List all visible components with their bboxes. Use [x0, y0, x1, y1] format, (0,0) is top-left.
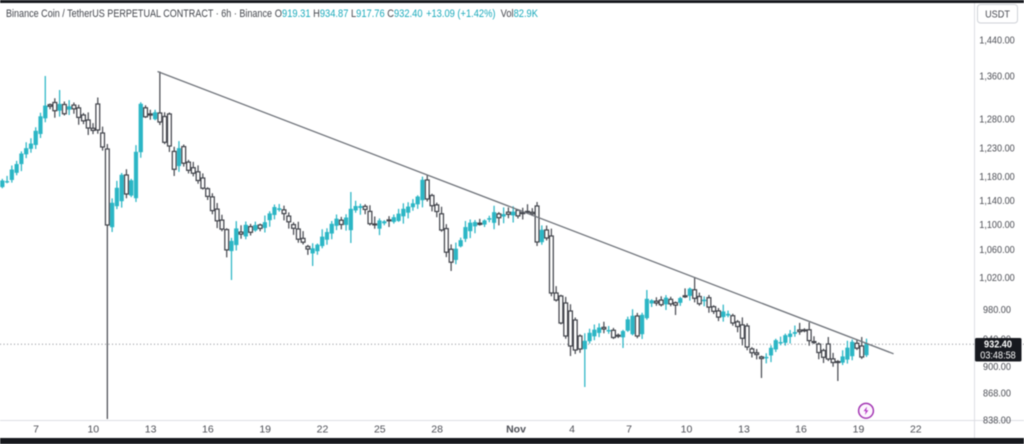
svg-text:Nov: Nov	[506, 424, 526, 436]
svg-text:934.87: 934.87	[320, 8, 349, 20]
svg-text:22: 22	[317, 424, 329, 436]
svg-text:10: 10	[87, 424, 99, 436]
svg-text:28: 28	[431, 424, 443, 436]
svg-text:4: 4	[569, 424, 575, 436]
svg-text:932.40: 932.40	[984, 339, 1012, 351]
svg-text:USDT: USDT	[985, 9, 1010, 21]
svg-text:16: 16	[202, 424, 214, 436]
svg-text:1,440.00: 1,440.00	[979, 35, 1015, 47]
svg-text:1,100.00: 1,100.00	[979, 219, 1015, 231]
svg-text:13: 13	[738, 424, 750, 436]
svg-text:1,280.00: 1,280.00	[979, 114, 1015, 126]
svg-text:19: 19	[259, 424, 271, 436]
svg-text:O: O	[275, 8, 283, 20]
svg-text:L: L	[351, 8, 356, 20]
svg-text:H: H	[313, 8, 320, 20]
svg-text:C: C	[387, 8, 394, 20]
svg-text:16: 16	[795, 424, 807, 436]
svg-text:10: 10	[681, 424, 693, 436]
svg-text:7: 7	[33, 424, 39, 436]
svg-text:1,140.00: 1,140.00	[979, 195, 1015, 207]
svg-text:838.00: 838.00	[983, 415, 1011, 427]
svg-text:932.40: 932.40	[394, 8, 423, 20]
svg-text:82.9K: 82.9K	[514, 8, 539, 20]
svg-text:22: 22	[910, 424, 922, 436]
svg-text:868.00: 868.00	[983, 388, 1011, 400]
svg-text:Vol: Vol	[501, 8, 514, 20]
svg-text:7: 7	[626, 424, 632, 436]
svg-text:03:48:58: 03:48:58	[980, 351, 1016, 362]
svg-text:19: 19	[853, 424, 865, 436]
svg-text:1,020.00: 1,020.00	[979, 272, 1015, 284]
svg-text:Binance Coin / TetherUS PERPET: Binance Coin / TetherUS PERPETUAL CONTRA…	[6, 8, 272, 20]
svg-text:919.31: 919.31	[282, 8, 311, 20]
svg-text:917.76: 917.76	[356, 8, 385, 20]
svg-text:25: 25	[374, 424, 386, 436]
svg-text:1,360.00: 1,360.00	[979, 71, 1015, 83]
svg-text:1,060.00: 1,060.00	[979, 244, 1015, 256]
svg-text:13: 13	[145, 424, 157, 436]
svg-text:980.00: 980.00	[983, 304, 1011, 316]
svg-text:+13.09 (+1.42%): +13.09 (+1.42%)	[426, 8, 495, 20]
svg-text:900.00: 900.00	[983, 361, 1011, 373]
svg-text:1,180.00: 1,180.00	[979, 171, 1015, 183]
svg-text:1,230.00: 1,230.00	[979, 143, 1015, 155]
